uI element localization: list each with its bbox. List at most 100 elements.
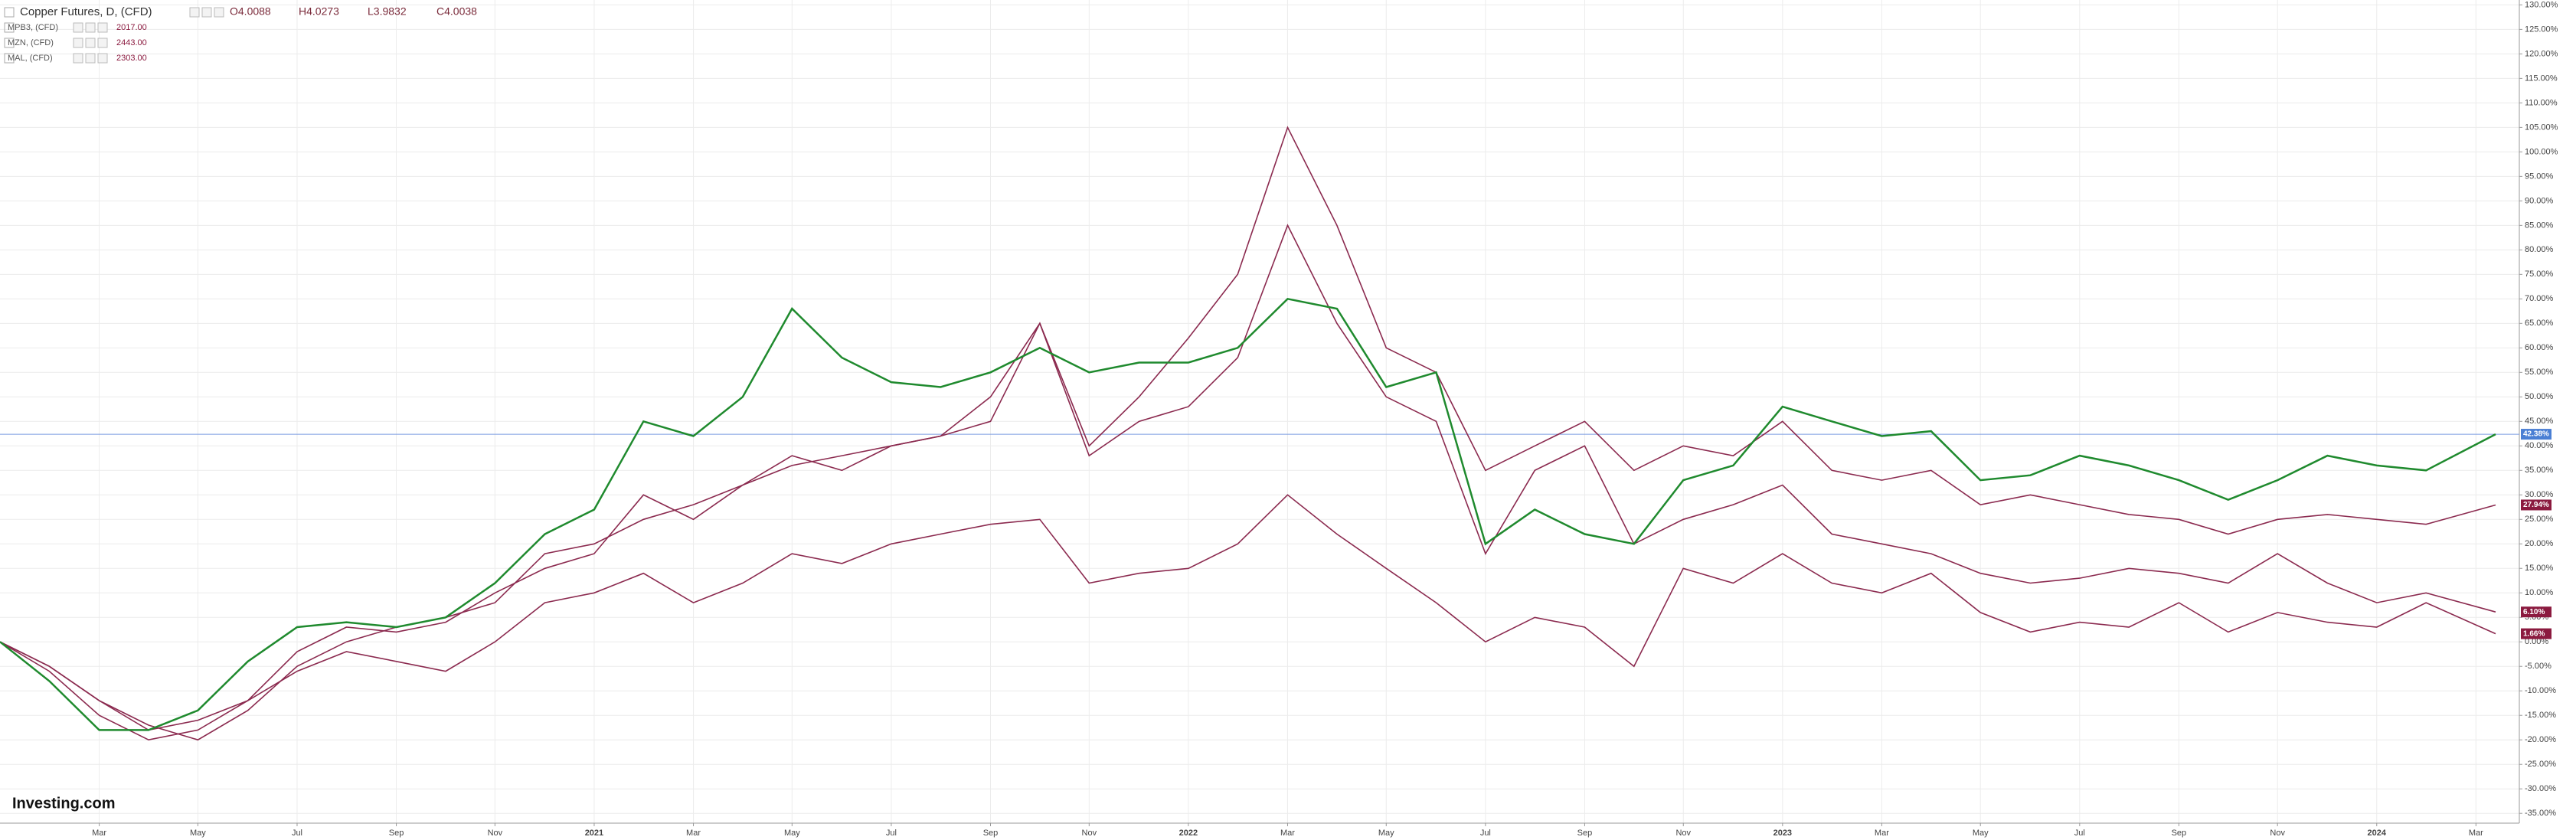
- legend-toggle: [4, 38, 15, 48]
- x-tick-label: Nov: [488, 829, 503, 838]
- legend-button: [97, 22, 108, 33]
- legend-value: 2443.00: [116, 38, 147, 47]
- legend-value: O4.0088: [230, 5, 271, 18]
- legend-button: [97, 53, 108, 64]
- x-tick-label: Mar: [686, 829, 701, 838]
- y-tick-label: -5.00%: [2525, 662, 2551, 671]
- x-tick-label: Mar: [1875, 829, 1889, 838]
- y-tick-label: 15.00%: [2525, 564, 2554, 573]
- end-label-box: [2521, 606, 2551, 618]
- legend-value: 2017.00: [116, 23, 147, 32]
- x-tick-label: May: [1378, 829, 1394, 838]
- y-tick-label: 75.00%: [2525, 270, 2554, 279]
- end-label-box: [2521, 429, 2551, 440]
- y-tick-label: -10.00%: [2525, 686, 2556, 695]
- y-tick-label: 105.00%: [2525, 123, 2558, 132]
- x-tick-label: Nov: [1082, 829, 1097, 838]
- y-tick-label: 80.00%: [2525, 245, 2554, 254]
- x-tick-label: 2021: [585, 829, 603, 838]
- series-line: [0, 297, 2496, 731]
- y-tick-label: 130.00%: [2525, 0, 2558, 9]
- y-tick-label: -20.00%: [2525, 735, 2556, 744]
- legend-button: [85, 53, 96, 64]
- y-tick-label: 70.00%: [2525, 294, 2554, 303]
- y-tick-label: 10.00%: [2525, 588, 2554, 597]
- y-tick-label: 110.00%: [2525, 98, 2558, 107]
- y-tick-label: 65.00%: [2525, 319, 2554, 328]
- x-tick-label: Mar: [1280, 829, 1295, 838]
- end-label: 6.10%: [2523, 608, 2545, 616]
- legend-name: MPB3, (CFD): [8, 23, 58, 32]
- y-tick-label: -35.00%: [2525, 809, 2556, 818]
- legend-toggle: [4, 22, 15, 33]
- legend-button: [97, 38, 108, 48]
- legend: Copper Futures, D, (CFD) O4.0088 H4.0273 L3…: [4, 5, 477, 64]
- y-tick-label: 25.00%: [2525, 515, 2554, 524]
- legend-button: [189, 7, 200, 18]
- x-tick-label: 2023: [1773, 829, 1792, 838]
- x-tick-label: Jul: [886, 829, 897, 838]
- end-label: 27.94%: [2523, 501, 2549, 509]
- series-line: [0, 494, 2496, 731]
- y-tick-label: 45.00%: [2525, 417, 2554, 426]
- y-tick-label: 20.00%: [2525, 539, 2554, 548]
- legend-value: H4.0273: [299, 5, 339, 18]
- series-line: [0, 224, 2496, 741]
- y-tick-label: 120.00%: [2525, 49, 2558, 58]
- x-tick-label: Mar: [2469, 829, 2483, 838]
- x-tick-label: May: [190, 829, 206, 838]
- y-tick-label: 35.00%: [2525, 466, 2554, 475]
- x-tick-label: Jul: [292, 829, 302, 838]
- legend-button: [73, 22, 83, 33]
- end-label: 42.38%: [2523, 430, 2549, 439]
- logo: Investing.com: [12, 795, 115, 812]
- y-tick-label: -30.00%: [2525, 784, 2556, 793]
- y-tick-label: 50.00%: [2525, 392, 2554, 401]
- x-tick-label: Nov: [1675, 829, 1691, 838]
- x-tick-label: Jul: [2074, 829, 2085, 838]
- y-tick-label: 0.00%: [2525, 637, 2548, 646]
- legend-button: [73, 53, 83, 64]
- legend-name: MZN, (CFD): [8, 38, 54, 47]
- legend-value: 2303.00: [116, 54, 147, 63]
- y-tick-label: 85.00%: [2525, 221, 2554, 230]
- legend-name: Copper Futures, D, (CFD): [20, 5, 152, 18]
- y-tick-label: 100.00%: [2525, 147, 2558, 156]
- x-tick-label: Sep: [983, 829, 999, 838]
- y-tick-label: -25.00%: [2525, 760, 2556, 769]
- legend-name: MAL, (CFD): [8, 54, 53, 63]
- legend-button: [85, 22, 96, 33]
- x-tick-label: Nov: [2270, 829, 2285, 838]
- y-tick-label: 40.00%: [2525, 441, 2554, 450]
- y-tick-label: 115.00%: [2525, 74, 2558, 83]
- x-tick-label: 2022: [1179, 829, 1198, 838]
- legend-button: [201, 7, 212, 18]
- y-tick-label: 55.00%: [2525, 368, 2554, 377]
- y-tick-label: 60.00%: [2525, 343, 2554, 352]
- legend-value: L3.9832: [368, 5, 407, 18]
- end-label-box: [2521, 499, 2551, 511]
- x-tick-label: Sep: [389, 829, 404, 838]
- end-label-box: [2521, 628, 2551, 639]
- y-tick-label: -15.00%: [2525, 711, 2556, 720]
- x-tick-label: May: [1973, 829, 1989, 838]
- legend-value: C4.0038: [436, 5, 477, 18]
- legend-button: [73, 38, 83, 48]
- legend-button: [85, 38, 96, 48]
- x-tick-label: 2024: [2368, 829, 2387, 838]
- end-label: 1.66%: [2523, 629, 2545, 638]
- y-tick-label: 90.00%: [2525, 196, 2554, 205]
- x-tick-label: Mar: [92, 829, 106, 838]
- y-tick-label: 95.00%: [2525, 172, 2554, 181]
- legend-toggle: [4, 7, 15, 18]
- legend-button: [214, 7, 224, 18]
- x-tick-label: Jul: [1480, 829, 1491, 838]
- y-tick-label: 125.00%: [2525, 25, 2558, 34]
- x-tick-label: Sep: [2172, 829, 2187, 838]
- x-tick-label: May: [784, 829, 800, 838]
- y-tick-label: 30.00%: [2525, 490, 2554, 499]
- x-tick-label: Sep: [1577, 829, 1593, 838]
